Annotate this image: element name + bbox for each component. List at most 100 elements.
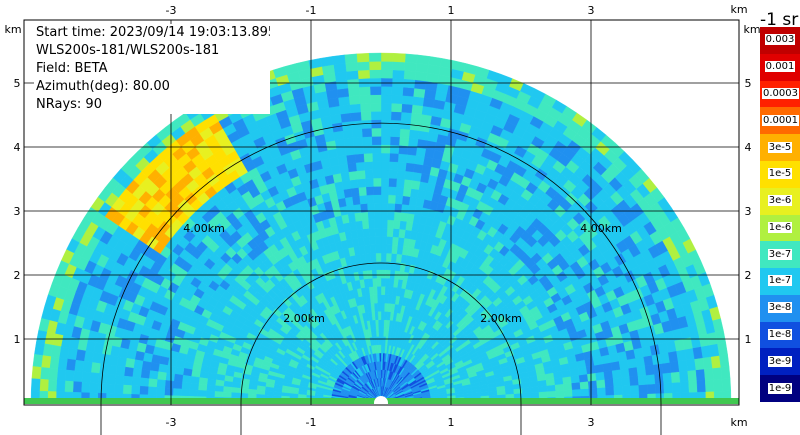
range-gate bbox=[172, 381, 183, 390]
range-gate bbox=[380, 344, 384, 354]
range-gate bbox=[387, 194, 396, 204]
range-gate bbox=[182, 368, 193, 377]
range-gate bbox=[343, 137, 355, 148]
range-gate bbox=[370, 111, 382, 121]
range-gate bbox=[335, 79, 349, 90]
range-gate bbox=[383, 302, 389, 312]
legend-title: -1 sr bbox=[760, 10, 799, 30]
range-gate bbox=[663, 382, 673, 394]
range-gate bbox=[357, 69, 370, 80]
range-gate bbox=[72, 381, 82, 393]
range-gate bbox=[380, 169, 390, 179]
range-gate bbox=[366, 194, 375, 204]
range-gate bbox=[571, 388, 582, 397]
range-gate bbox=[393, 211, 402, 221]
range-gate bbox=[720, 366, 731, 380]
range-gate bbox=[256, 389, 266, 396]
range-gate bbox=[383, 319, 388, 329]
axis-unit-label: km bbox=[4, 23, 21, 36]
range-gate bbox=[384, 294, 389, 304]
range-gate bbox=[55, 380, 66, 393]
range-gate bbox=[380, 86, 393, 96]
range-gate bbox=[342, 129, 354, 140]
range-gate bbox=[390, 253, 397, 263]
range-gate bbox=[89, 382, 99, 394]
range-gate bbox=[395, 186, 404, 197]
range-gate bbox=[165, 372, 175, 382]
range-gate bbox=[359, 102, 372, 113]
range-gate bbox=[398, 145, 409, 155]
range-gate bbox=[411, 104, 423, 115]
range-gate bbox=[396, 170, 406, 180]
range-gate bbox=[380, 361, 383, 370]
range-gate bbox=[335, 146, 347, 158]
range-gate bbox=[368, 61, 382, 71]
range-gate bbox=[638, 384, 648, 395]
range-gate bbox=[375, 261, 382, 270]
range-gate bbox=[361, 127, 372, 138]
range-gate bbox=[373, 202, 382, 212]
axis-unit-label: km bbox=[730, 3, 747, 16]
range-gate bbox=[140, 369, 151, 379]
nrays-text: NRays: 90 bbox=[36, 97, 102, 112]
range-gate bbox=[332, 54, 346, 65]
range-gate bbox=[383, 311, 388, 321]
range-gate bbox=[380, 136, 391, 146]
legend-label: 1e-9 bbox=[767, 382, 793, 394]
legend-label: 0.001 bbox=[764, 61, 796, 73]
range-gate bbox=[356, 61, 370, 71]
range-gate bbox=[89, 372, 100, 384]
range-gate bbox=[375, 252, 382, 262]
range-gate bbox=[333, 130, 345, 141]
range-gate bbox=[671, 381, 682, 394]
range-gate bbox=[365, 177, 374, 188]
range-gate bbox=[31, 378, 41, 392]
range-gate bbox=[653, 363, 664, 375]
range-gate bbox=[380, 286, 386, 295]
range-gate bbox=[404, 170, 414, 181]
range-gate bbox=[717, 341, 728, 356]
range-gate bbox=[390, 119, 401, 129]
range-gate bbox=[65, 358, 76, 371]
range-gate bbox=[351, 120, 363, 130]
range-gate bbox=[358, 86, 371, 96]
range-gate bbox=[205, 390, 215, 398]
x-tick-label-top: 1 bbox=[448, 4, 455, 17]
range-gate bbox=[340, 112, 352, 123]
range-gate bbox=[406, 154, 417, 164]
range-gate bbox=[344, 145, 356, 156]
range-gate bbox=[380, 161, 390, 171]
instrument-text: WLS200s-181/WLS200s-181 bbox=[36, 43, 220, 58]
range-gate bbox=[336, 87, 349, 98]
range-gate bbox=[406, 145, 418, 156]
range-gate bbox=[139, 377, 150, 387]
range-gate bbox=[358, 186, 367, 197]
range-gate bbox=[190, 376, 200, 385]
range-gate bbox=[644, 364, 655, 376]
range-gate bbox=[361, 219, 370, 230]
range-gate bbox=[164, 387, 174, 396]
range-gate bbox=[380, 252, 387, 262]
y-tick-label-right: 1 bbox=[745, 333, 752, 346]
range-gate bbox=[123, 375, 133, 386]
range-gate bbox=[704, 379, 715, 392]
range-gate bbox=[105, 383, 116, 394]
range-gate bbox=[588, 387, 598, 396]
range-gate bbox=[380, 61, 394, 71]
range-gate bbox=[334, 138, 346, 149]
range-gate bbox=[373, 194, 382, 204]
range-gate bbox=[172, 388, 182, 397]
range-gate bbox=[629, 375, 639, 386]
range-gate bbox=[395, 178, 405, 188]
range-gate bbox=[371, 136, 382, 146]
range-gate bbox=[403, 70, 417, 80]
range-gate bbox=[380, 69, 393, 79]
range-gate bbox=[380, 261, 387, 270]
range-gate bbox=[380, 219, 388, 229]
range-gate bbox=[376, 286, 382, 295]
range-gate bbox=[399, 212, 408, 222]
range-gate bbox=[403, 179, 413, 189]
range-gate bbox=[214, 385, 224, 393]
range-gate bbox=[73, 370, 83, 383]
range-gate bbox=[247, 393, 257, 399]
